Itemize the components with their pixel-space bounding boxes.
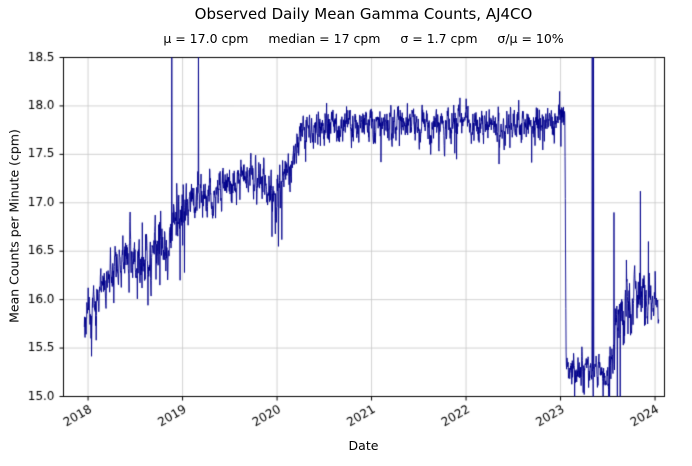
chart-subtitle: μ = 17.0 cpm median = 17 cpm σ = 1.7 cpm… [163,31,564,46]
chart-title: Observed Daily Mean Gamma Counts, AJ4CO [194,5,533,23]
y-axis-label: Mean Counts per Minute (cpm) [6,129,22,323]
x-axis-label: Date [348,438,379,453]
